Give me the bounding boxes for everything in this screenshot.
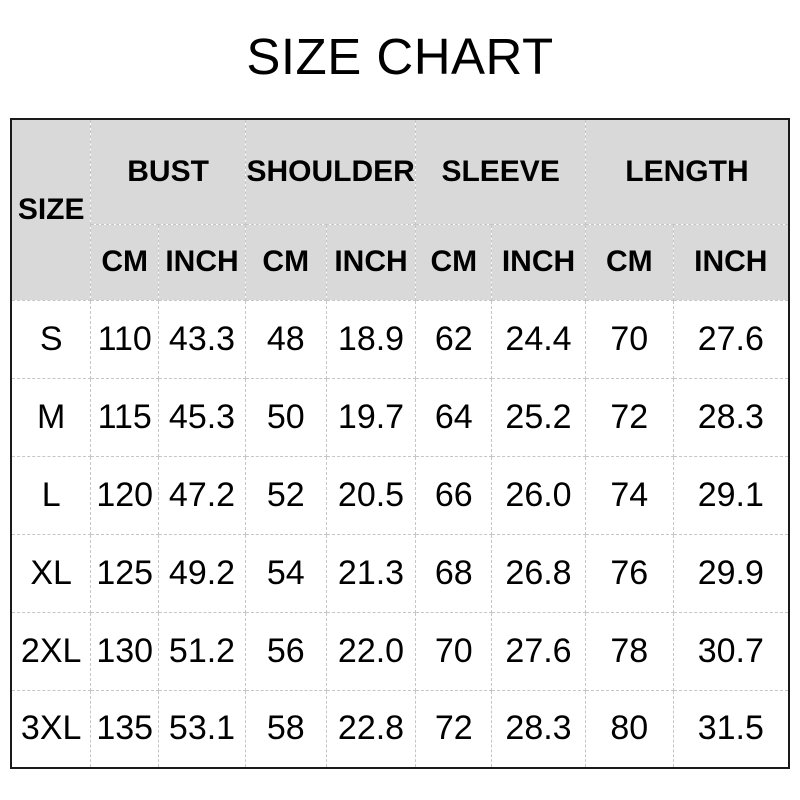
value-cell: 43.3: [158, 299, 246, 379]
sleeve-inch-header: INCH: [491, 223, 586, 301]
value-cell: 47.2: [158, 455, 246, 535]
value-cell: 27.6: [672, 299, 790, 379]
size-cell: L: [10, 455, 92, 535]
value-cell: 26.0: [491, 455, 586, 535]
value-cell: 70: [415, 611, 493, 691]
value-cell: 49.2: [158, 533, 246, 613]
value-cell: 62: [415, 299, 493, 379]
value-cell: 74: [584, 455, 674, 535]
bust-inch-header: INCH: [158, 223, 246, 301]
value-cell: 53.1: [158, 689, 246, 769]
value-cell: 76: [584, 533, 674, 613]
value-cell: 51.2: [158, 611, 246, 691]
table-row-l: L 120 47.2 52 20.5 66 26.0 74 29.1: [10, 455, 790, 535]
value-cell: 125: [90, 533, 160, 613]
header-unit-row: CM INCH CM INCH CM INCH CM INCH: [11, 223, 790, 301]
value-cell: 20.5: [325, 455, 417, 535]
value-cell: 58: [244, 689, 327, 769]
value-cell: 72: [584, 377, 674, 457]
value-cell: 25.2: [491, 377, 586, 457]
size-cell: S: [10, 299, 92, 379]
length-group-header: LENGTH: [584, 118, 790, 225]
value-cell: 29.1: [672, 455, 790, 535]
value-cell: 80: [584, 689, 674, 769]
size-chart: SIZE BUST SHOULDER SLEEVE LENGTH CM INCH…: [10, 118, 790, 769]
bust-group-header: BUST: [90, 118, 246, 225]
value-cell: 130: [90, 611, 160, 691]
value-cell: 54: [244, 533, 327, 613]
value-cell: 18.9: [325, 299, 417, 379]
shoulder-cm-header: CM: [244, 223, 327, 301]
size-cell: 3XL: [10, 689, 92, 769]
value-cell: 19.7: [325, 377, 417, 457]
value-cell: 56: [244, 611, 327, 691]
table-row-xl: XL 125 49.2 54 21.3 68 26.8 76 29.9: [10, 533, 790, 613]
value-cell: 22.0: [325, 611, 417, 691]
bust-cm-header: CM: [90, 223, 160, 301]
value-cell: 52: [244, 455, 327, 535]
header-group-row: SIZE BUST SHOULDER SLEEVE LENGTH: [10, 118, 790, 301]
size-chart-table: SIZE BUST SHOULDER SLEEVE LENGTH CM INCH…: [10, 118, 790, 769]
length-inch-header: INCH: [672, 223, 790, 301]
value-cell: 70: [584, 299, 674, 379]
size-column-header: SIZE: [10, 118, 92, 301]
page-title: SIZE CHART: [246, 28, 554, 85]
table-row-2xl: 2XL 130 51.2 56 22.0 70 27.6 78 30.7: [10, 611, 790, 691]
value-cell: 31.5: [672, 689, 790, 769]
value-cell: 28.3: [672, 377, 790, 457]
value-cell: 30.7: [672, 611, 790, 691]
value-cell: 68: [415, 533, 493, 613]
value-cell: 24.4: [491, 299, 586, 379]
table-row-s: S 110 43.3 48 18.9 62 24.4 70 27.6: [10, 299, 790, 379]
value-cell: 26.8: [491, 533, 586, 613]
shoulder-inch-header: INCH: [325, 223, 417, 301]
value-cell: 135: [90, 689, 160, 769]
value-cell: 45.3: [158, 377, 246, 457]
value-cell: 22.8: [325, 689, 417, 769]
sleeve-group-header: SLEEVE: [415, 118, 586, 225]
value-cell: 29.9: [672, 533, 790, 613]
value-cell: 28.3: [491, 689, 586, 769]
size-cell: M: [10, 377, 92, 457]
value-cell: 66: [415, 455, 493, 535]
size-cell: 2XL: [10, 611, 92, 691]
value-cell: 120: [90, 455, 160, 535]
value-cell: 64: [415, 377, 493, 457]
shoulder-group-header: SHOULDER: [244, 118, 417, 225]
value-cell: 72: [415, 689, 493, 769]
value-cell: 27.6: [491, 611, 586, 691]
size-cell: XL: [10, 533, 92, 613]
sleeve-cm-header: CM: [415, 223, 493, 301]
value-cell: 50: [244, 377, 327, 457]
value-cell: 110: [90, 299, 160, 379]
value-cell: 78: [584, 611, 674, 691]
length-cm-header: CM: [584, 223, 674, 301]
value-cell: 48: [244, 299, 327, 379]
table-row-3xl: 3XL 135 53.1 58 22.8 72 28.3 80 31.5: [10, 689, 790, 769]
table-row-m: M 115 45.3 50 19.7 64 25.2 72 28.3: [10, 377, 790, 457]
value-cell: 21.3: [325, 533, 417, 613]
value-cell: 115: [90, 377, 160, 457]
